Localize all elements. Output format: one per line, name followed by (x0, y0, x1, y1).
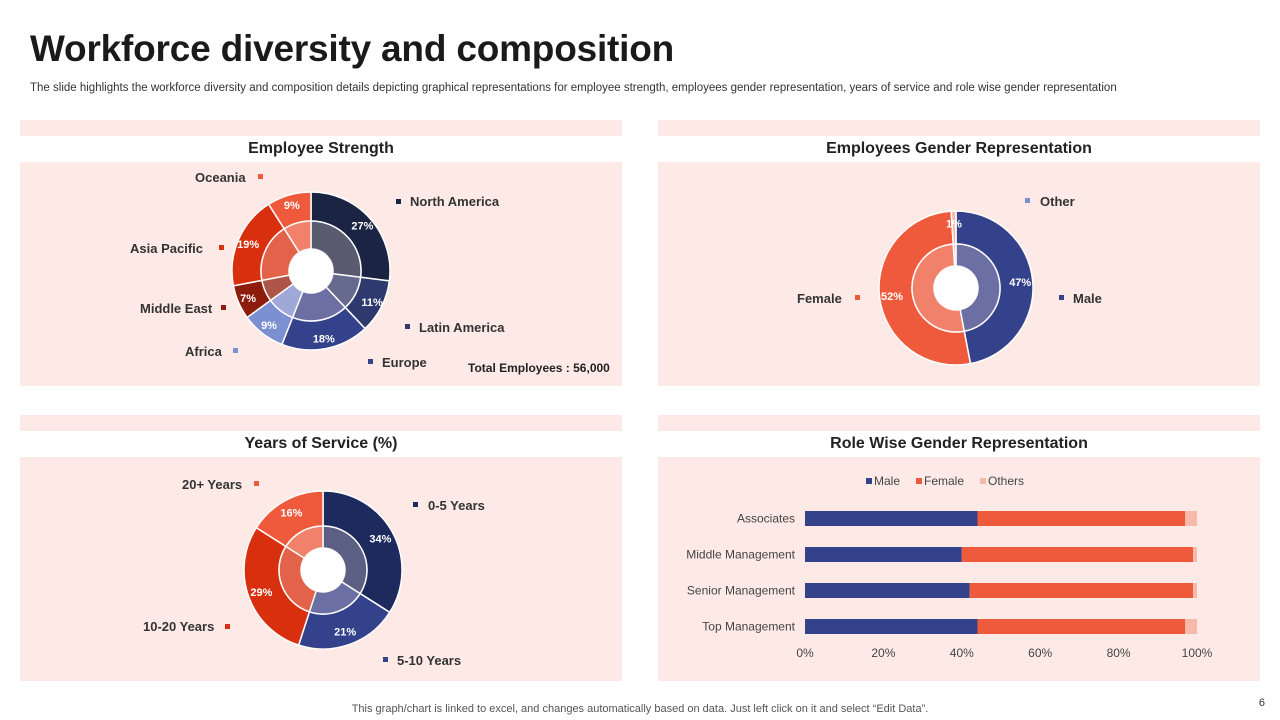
bar-associates-female (977, 511, 1186, 526)
total-employees: Total Employees : 56,000 (468, 361, 610, 375)
slice-value-asia-pacific: 19% (237, 239, 259, 251)
donut-hole (289, 249, 333, 293)
years-chart: 34% 21% 29% 16% (243, 490, 403, 650)
panel-role (658, 457, 1260, 681)
donut-hole (301, 548, 345, 592)
legend-swatch-male (866, 478, 872, 484)
panel-strip-role (658, 415, 1260, 431)
label-africa: Africa (185, 344, 222, 359)
swatch-europe (368, 359, 373, 364)
slice-value-middle-east: 7% (240, 293, 256, 305)
label-latin-america: Latin America (419, 320, 505, 335)
employee-strength-chart: 27% 11% 18% 9% 7% 19% 9% (231, 191, 391, 351)
label-10-20-years: 10-20 Years (143, 619, 215, 634)
bar-associates-male (805, 511, 978, 526)
bar-middle-management-others (1193, 547, 1197, 562)
legend-swatch-others (980, 478, 986, 484)
gender-title: Employees Gender Representation (826, 140, 1092, 157)
category-label-top-management: Top Management (702, 620, 795, 634)
page-number: 6 (1258, 697, 1265, 709)
slice-value-other: 1% (946, 219, 962, 231)
slice-value-10-20-years: 29% (250, 587, 272, 599)
swatch-oceania (258, 174, 263, 179)
slice-value-0-5-years: 34% (369, 533, 391, 545)
bar-middle-management-female (961, 547, 1194, 562)
label-north-america: North America (410, 194, 500, 209)
x-tick-label: 40% (950, 646, 974, 660)
years-title: Years of Service (%) (244, 435, 398, 452)
x-tick-label: 60% (1028, 646, 1052, 660)
panel-strip-years (20, 415, 622, 431)
swatch-africa (233, 348, 238, 353)
label-oceania: Oceania (195, 170, 246, 185)
label-20-plus-years: 20+ Years (182, 477, 243, 492)
slice-value-europe: 18% (313, 333, 335, 345)
label-other: Other (1040, 194, 1075, 209)
category-label-senior-management: Senior Management (687, 584, 796, 598)
swatch-middle-east (221, 305, 226, 310)
panel-strip-employee-strength (20, 120, 622, 136)
label-5-10-years: 5-10 Years (397, 653, 462, 668)
swatch-other (1025, 198, 1030, 203)
label-middle-east: Middle East (140, 301, 213, 316)
panel-strip-gender (658, 120, 1260, 136)
label-female: Female (797, 291, 842, 306)
legend-swatch-female (916, 478, 922, 484)
swatch-5-10-years (383, 657, 388, 662)
swatch-latin-america (405, 324, 410, 329)
swatch-20-plus-years (254, 481, 259, 486)
swatch-10-20-years (225, 624, 230, 629)
bar-top-management-male (805, 619, 978, 634)
legend-label-male: Male (874, 474, 900, 488)
legend-label-female: Female (924, 474, 964, 488)
label-asia-pacific: Asia Pacific (130, 241, 203, 256)
category-label-middle-management: Middle Management (686, 548, 795, 562)
slice-value-female: 52% (881, 291, 903, 303)
bar-senior-management-others (1193, 583, 1197, 598)
employee-strength-title: Employee Strength (248, 140, 394, 157)
slice-value-north-america: 27% (351, 221, 373, 233)
swatch-0-5-years (413, 502, 418, 507)
bar-top-management-others (1185, 619, 1197, 634)
donut-hole (934, 266, 978, 310)
slice-value-africa: 9% (261, 320, 277, 332)
page-title: Workforce diversity and composition (30, 28, 675, 69)
label-europe: Europe (382, 355, 427, 370)
swatch-male (1059, 295, 1064, 300)
x-tick-label: 0% (796, 646, 814, 660)
bar-senior-management-male (805, 583, 970, 598)
bar-middle-management-male (805, 547, 962, 562)
swatch-asia-pacific (219, 245, 224, 250)
legend-label-others: Others (988, 474, 1024, 488)
bar-senior-management-female (969, 583, 1194, 598)
role-chart: Male Female Others Associates Middle Managem… (686, 474, 1213, 660)
bar-associates-others (1185, 511, 1197, 526)
slice-value-male: 47% (1009, 277, 1031, 289)
footer-note: This graph/chart is linked to excel, and… (351, 703, 929, 715)
x-tick-label: 100% (1182, 646, 1213, 660)
slice-value-5-10-years: 21% (334, 627, 356, 639)
role-title: Role Wise Gender Representation (830, 435, 1088, 452)
category-label-associates: Associates (737, 512, 795, 526)
slice-value-20-years: 16% (280, 508, 302, 520)
label-male: Male (1073, 291, 1102, 306)
gender-chart: 47% 52% 1% (878, 210, 1034, 366)
bar-top-management-female (977, 619, 1186, 634)
swatch-female (855, 295, 860, 300)
x-tick-label: 20% (871, 646, 895, 660)
slice-value-oceania: 9% (284, 200, 300, 212)
slice-value-latin-america: 11% (361, 297, 383, 309)
swatch-north-america (396, 199, 401, 204)
label-0-5-years: 0-5 Years (428, 498, 485, 513)
x-tick-label: 80% (1107, 646, 1131, 660)
page-subtitle: The slide highlights the workforce diver… (30, 82, 1117, 94)
